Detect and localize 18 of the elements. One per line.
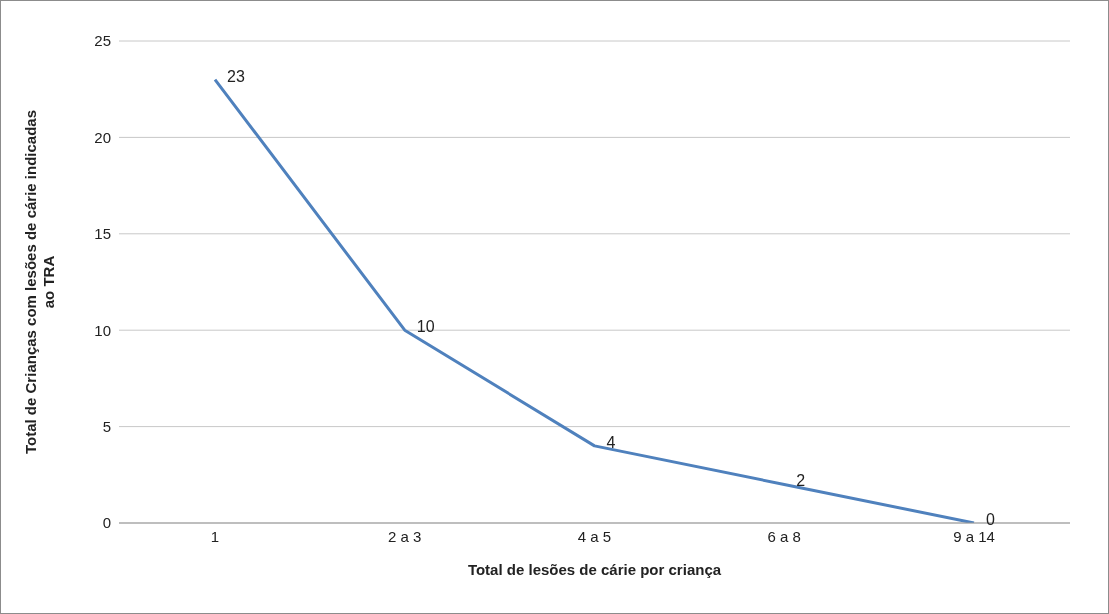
data-label: 4 bbox=[606, 433, 616, 451]
y-tick-label: 15 bbox=[94, 225, 111, 243]
x-tick-label: 4 a 5 bbox=[577, 527, 612, 545]
data-label: 23 bbox=[227, 67, 245, 85]
y-tick-label: 5 bbox=[102, 417, 111, 435]
data-label: 0 bbox=[986, 511, 995, 528]
y-tick-label: 0 bbox=[102, 514, 111, 532]
y-tick-label: 10 bbox=[94, 321, 111, 339]
data-label: 2 bbox=[796, 472, 806, 490]
x-tick-label: 1 bbox=[210, 527, 220, 545]
y-tick-label: 20 bbox=[94, 128, 111, 146]
y-axis-title: Total de Crianças com lesões de cárie indicadas ao TRA bbox=[22, 109, 57, 455]
x-axis-title: Total de lesões de cárie por criança bbox=[467, 561, 722, 578]
x-tick-label: 6 a 8 bbox=[767, 527, 801, 545]
x-tick-label: 9 a 14 bbox=[953, 527, 995, 545]
x-tick-label: 2 a 3 bbox=[388, 527, 422, 545]
y-tick-label: 25 bbox=[94, 32, 111, 50]
data-label: 10 bbox=[416, 318, 435, 336]
